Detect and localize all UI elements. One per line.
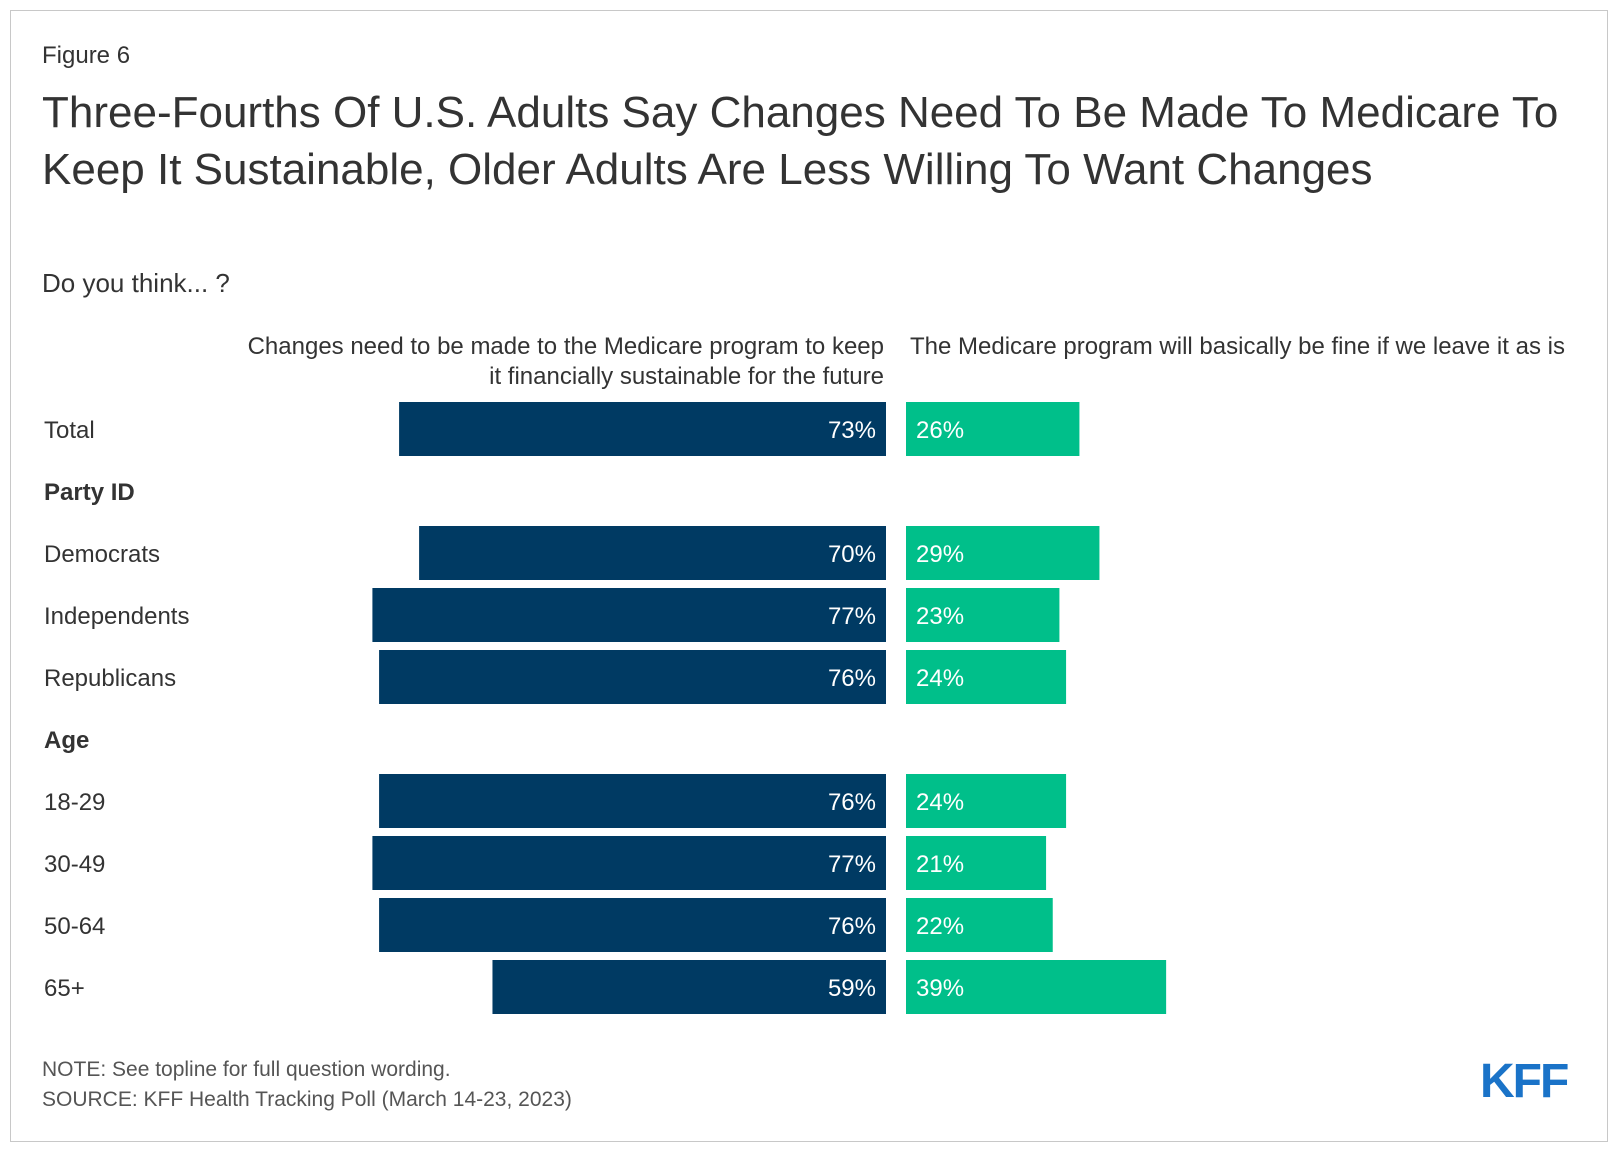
bar-changes-value-label: 70% [828, 541, 876, 568]
kff-logo: KFF [1480, 1056, 1570, 1102]
bar-fine [906, 898, 1053, 952]
bar-fine [906, 960, 1167, 1014]
logo-text: KFF [1480, 1056, 1568, 1102]
bar-fine [906, 588, 1060, 642]
bar-fine-value-label: 22% [916, 913, 964, 940]
bar-fine [906, 650, 1067, 704]
figure-frame [10, 10, 1608, 1142]
bar-fine-value-label: 24% [916, 789, 964, 816]
bar-fine-value-label: 29% [916, 541, 964, 568]
bar-fine [906, 402, 1080, 456]
bar-fine-value-label: 24% [916, 665, 964, 692]
row-label: Republicans [44, 665, 176, 692]
bar-fine-value-label: 21% [916, 851, 964, 878]
row-label: 50-64 [44, 913, 105, 940]
chart-subtitle: Do you think... ? [42, 268, 230, 298]
bar-changes-value-label: 73% [828, 417, 876, 444]
group-header-label: Age [44, 727, 89, 754]
row-label: 18-29 [44, 789, 105, 816]
bar-changes-value-label: 77% [828, 603, 876, 630]
legend-changes-header: Changes need to be made to the Medicare … [247, 333, 884, 390]
bar-changes [372, 836, 886, 890]
legend-fine-header: The Medicare program will basically be f… [910, 333, 1565, 360]
row-label: 65+ [44, 975, 85, 1002]
bar-changes [492, 960, 886, 1014]
bar-changes [372, 588, 886, 642]
bar-changes-value-label: 76% [828, 789, 876, 816]
bar-changes [419, 526, 886, 580]
chart-title: Three-Fourths Of U.S. Adults Say Changes… [42, 88, 1559, 194]
bar-changes [399, 402, 886, 456]
bar-fine-value-label: 23% [916, 603, 964, 630]
row-label: Independents [44, 603, 189, 630]
bar-fine-value-label: 26% [916, 417, 964, 444]
row-label: Total [44, 417, 95, 444]
bar-changes-value-label: 59% [828, 975, 876, 1002]
group-header-label: Party ID [44, 479, 135, 506]
bar-changes [379, 898, 886, 952]
note-text: NOTE: See topline for full question word… [42, 1058, 451, 1081]
bar-changes-value-label: 76% [828, 665, 876, 692]
bar-fine [906, 774, 1067, 828]
figure-label: Figure 6 [42, 42, 131, 69]
bar-changes-value-label: 77% [828, 851, 876, 878]
bar-chart: Total 73% 26% Party ID Democrats 70% 29% Indepe… [44, 402, 1167, 1014]
bar-changes [379, 650, 886, 704]
source-text: SOURCE: KFF Health Tracking Poll (March … [42, 1088, 572, 1111]
row-label: Democrats [44, 541, 160, 568]
bar-changes [379, 774, 886, 828]
bar-fine-value-label: 39% [916, 975, 964, 1002]
row-label: 30-49 [44, 851, 105, 878]
bar-changes-value-label: 76% [828, 913, 876, 940]
bar-fine [906, 836, 1047, 890]
bar-fine [906, 526, 1100, 580]
